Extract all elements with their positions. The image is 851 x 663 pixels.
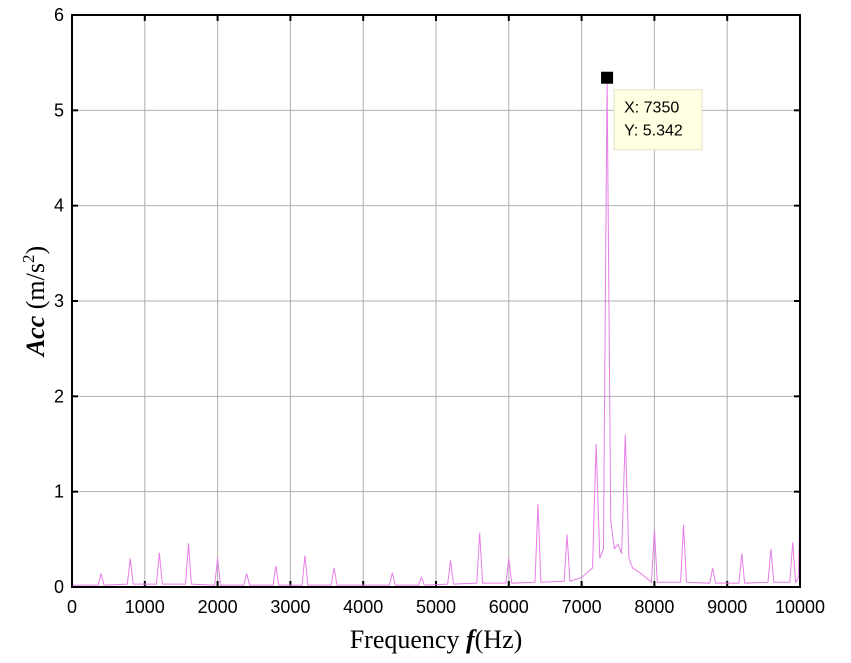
x-tick-label: 5000 <box>416 597 456 617</box>
datatip-box <box>613 89 703 151</box>
y-tick-label: 3 <box>54 291 64 311</box>
x-tick-label: 10000 <box>775 597 825 617</box>
y-tick-label: 6 <box>54 5 64 25</box>
x-tick-label: 1000 <box>125 597 165 617</box>
datatip-label: X: 7350 <box>624 100 679 117</box>
plot-frame <box>71 14 801 588</box>
x-tick-label: 4000 <box>343 597 383 617</box>
y-tick-label: 5 <box>54 100 64 120</box>
data-line <box>72 77 801 586</box>
x-tick-label: 0 <box>67 597 77 617</box>
y-tick-label: 2 <box>54 386 64 406</box>
y-tick-label: 1 <box>54 482 64 502</box>
y-tick-label: 4 <box>54 196 64 216</box>
x-tick-label: 2000 <box>198 597 238 617</box>
y-tick-label: 0 <box>54 577 64 597</box>
y-axis-label: Acc (m/s2) <box>19 246 50 358</box>
x-axis-label: Frequency f(Hz) <box>350 625 523 654</box>
x-tick-label: 3000 <box>270 597 310 617</box>
x-tick-label: 6000 <box>489 597 529 617</box>
x-tick-label: 9000 <box>707 597 747 617</box>
datatip-label: Y: 5.342 <box>624 123 683 140</box>
x-tick-label: 8000 <box>634 597 674 617</box>
x-tick-label: 7000 <box>562 597 602 617</box>
datatip-marker <box>601 71 614 84</box>
datatip: X: 7350 Y: 5.342 <box>613 89 703 151</box>
